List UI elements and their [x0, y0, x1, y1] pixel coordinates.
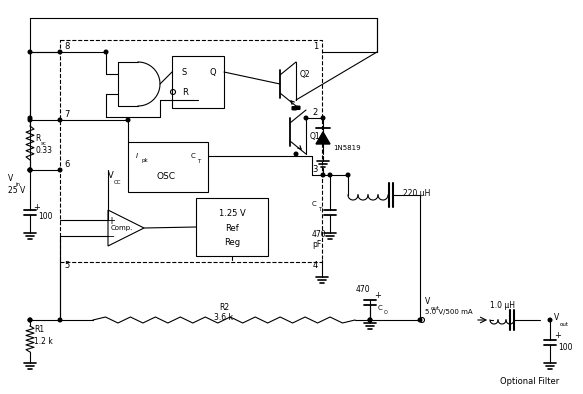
Text: C: C [378, 305, 383, 311]
Text: S: S [182, 67, 187, 76]
Circle shape [321, 116, 325, 120]
Text: 1.0 μH: 1.0 μH [490, 301, 515, 310]
Text: in: in [15, 182, 20, 187]
Circle shape [368, 318, 372, 322]
Text: pk: pk [141, 158, 147, 163]
Text: pF: pF [312, 240, 321, 249]
Text: 470: 470 [356, 286, 371, 294]
Text: R: R [35, 134, 40, 143]
Text: OSC: OSC [156, 171, 175, 180]
Text: 0.33: 0.33 [35, 145, 52, 154]
Bar [196, 198, 268, 256]
Circle shape [58, 118, 62, 122]
Circle shape [418, 318, 422, 322]
Text: V: V [8, 173, 13, 182]
Circle shape [346, 173, 350, 177]
Text: 1: 1 [312, 42, 318, 51]
Circle shape [126, 118, 130, 122]
Text: 1N5819: 1N5819 [333, 145, 361, 151]
Text: 6: 6 [64, 160, 69, 169]
Text: +: + [34, 203, 40, 212]
Text: +: + [107, 216, 115, 226]
Circle shape [28, 118, 32, 122]
Text: Reg: Reg [224, 238, 240, 247]
Text: Ref: Ref [225, 223, 239, 232]
Text: R: R [182, 87, 188, 97]
Text: Optional Filter: Optional Filter [500, 377, 560, 387]
Circle shape [548, 318, 552, 322]
Circle shape [28, 168, 32, 172]
Text: out: out [431, 306, 440, 311]
Text: V: V [554, 314, 559, 323]
Bar [60, 40, 322, 262]
Text: T: T [197, 159, 200, 164]
Text: 1.25 V: 1.25 V [219, 208, 245, 217]
Text: +: + [554, 331, 561, 340]
Text: T: T [318, 207, 321, 212]
Text: out: out [560, 322, 569, 327]
Polygon shape [316, 132, 330, 144]
Text: 3.6 k: 3.6 k [215, 312, 234, 322]
Text: 2: 2 [312, 108, 318, 117]
Circle shape [28, 168, 32, 172]
Circle shape [28, 116, 32, 120]
Text: Comp.: Comp. [111, 225, 133, 231]
Polygon shape [108, 210, 144, 246]
Bar [128, 142, 208, 192]
Text: −: − [107, 232, 115, 242]
Circle shape [304, 116, 308, 120]
Text: 7: 7 [64, 110, 69, 119]
Text: C: C [191, 153, 196, 159]
Text: Q1: Q1 [310, 132, 321, 141]
Text: +: + [374, 290, 381, 299]
Circle shape [104, 50, 108, 54]
Text: 5.0 V/500 mA: 5.0 V/500 mA [425, 309, 473, 315]
Text: 3: 3 [312, 165, 318, 174]
Text: 100: 100 [38, 212, 52, 221]
Text: Q: Q [210, 67, 217, 76]
Circle shape [58, 50, 62, 54]
Circle shape [28, 50, 32, 54]
Circle shape [328, 173, 332, 177]
Text: O: O [384, 310, 388, 315]
Text: 4: 4 [312, 261, 318, 270]
Text: 100: 100 [558, 344, 573, 353]
Text: I: I [136, 153, 138, 159]
Text: 25 V: 25 V [8, 186, 25, 195]
Circle shape [321, 173, 325, 177]
Text: 220 μH: 220 μH [403, 188, 430, 197]
Circle shape [58, 168, 62, 172]
Circle shape [28, 318, 32, 322]
Circle shape [28, 318, 32, 322]
Text: V: V [425, 297, 430, 307]
Circle shape [368, 318, 372, 322]
Bar [172, 56, 224, 108]
Text: C: C [312, 201, 317, 207]
Text: R2: R2 [219, 303, 229, 312]
Text: CC: CC [114, 180, 121, 185]
Text: Q2: Q2 [300, 69, 311, 78]
Circle shape [294, 152, 298, 156]
Text: V: V [108, 171, 114, 180]
Text: 1.2 k: 1.2 k [34, 338, 52, 346]
Circle shape [58, 318, 62, 322]
Text: R1: R1 [34, 325, 44, 335]
Text: sc: sc [41, 141, 47, 146]
Text: 5: 5 [64, 261, 69, 270]
Text: 8: 8 [64, 42, 69, 51]
Text: 470: 470 [312, 229, 326, 238]
